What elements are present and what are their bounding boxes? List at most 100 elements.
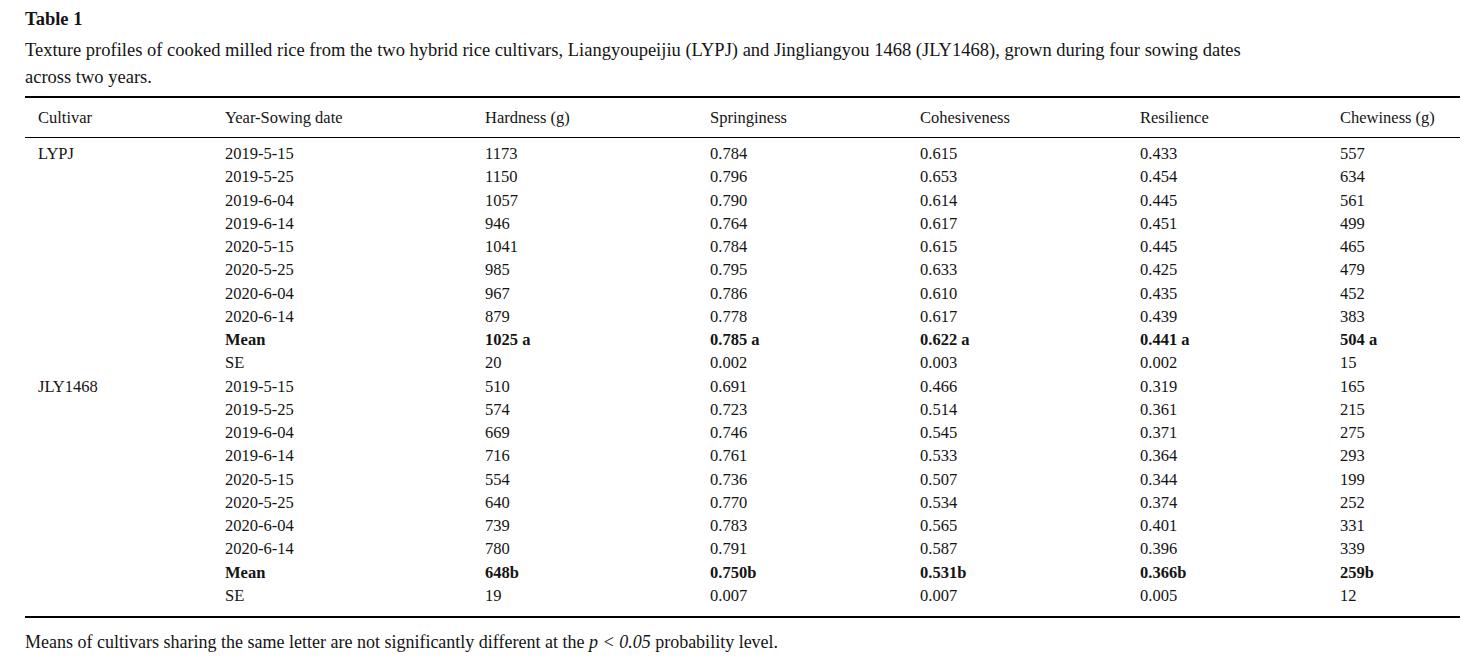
cell-value: 946 (485, 212, 710, 235)
cell-value: 0.445 (1140, 235, 1340, 258)
column-header-cultivar: Cultivar (25, 97, 225, 138)
table-row: Mean1025 a0.785 a0.622 a0.441 a504 a (25, 328, 1460, 351)
cell-cultivar: LYPJ (25, 138, 225, 166)
cell-value: 0.451 (1140, 212, 1340, 235)
cell-cultivar (25, 444, 225, 467)
cell-value: 0.653 (920, 165, 1140, 188)
cell-value: 465 (1340, 235, 1460, 258)
column-header-chewiness: Chewiness (g) (1340, 97, 1460, 138)
cell-value: 0.441 a (1140, 328, 1340, 351)
table-row: 2020-5-256400.7700.5340.374252 (25, 491, 1460, 514)
cell-value: 0.795 (710, 258, 920, 281)
cell-value: 0.374 (1140, 491, 1340, 514)
cell-cultivar (25, 235, 225, 258)
cell-value: 0.791 (710, 537, 920, 560)
cell-cultivar (25, 537, 225, 560)
table-label: Table 1 (25, 8, 1460, 30)
cell-value: 0.364 (1140, 444, 1340, 467)
cell-value: 293 (1340, 444, 1460, 467)
cell-value: 0.784 (710, 235, 920, 258)
table-row: 2020-5-155540.7360.5070.344199 (25, 468, 1460, 491)
cell-value: 0.770 (710, 491, 920, 514)
cell-row-label: 2019-6-04 (225, 189, 485, 212)
cell-value: 275 (1340, 421, 1460, 444)
cell-value: 1057 (485, 189, 710, 212)
table-row: 2019-6-149460.7640.6170.451499 (25, 212, 1460, 235)
cell-cultivar (25, 491, 225, 514)
cell-value: 12 (1340, 584, 1460, 617)
cell-value: 0.545 (920, 421, 1140, 444)
cell-value: 0.565 (920, 514, 1140, 537)
cell-value: 0.761 (710, 444, 920, 467)
cell-value: 0.784 (710, 138, 920, 166)
cell-value: 0.614 (920, 189, 1140, 212)
cell-row-label: SE (225, 351, 485, 374)
cell-cultivar (25, 584, 225, 617)
cell-value: 0.736 (710, 468, 920, 491)
caption-line-1: Texture profiles of cooked milled rice f… (25, 37, 1460, 64)
table-row: SE190.0070.0070.00512 (25, 584, 1460, 617)
cell-value: 0.750b (710, 561, 920, 584)
cell-cultivar (25, 212, 225, 235)
table-footnote: Means of cultivars sharing the same lett… (25, 629, 1460, 655)
cell-value: 0.514 (920, 398, 1140, 421)
cell-row-label: 2020-6-04 (225, 514, 485, 537)
table-row: 2019-6-147160.7610.5330.364293 (25, 444, 1460, 467)
table-row: 2020-6-148790.7780.6170.439383 (25, 305, 1460, 328)
cell-value: 339 (1340, 537, 1460, 560)
column-header-cohesiveness: Cohesiveness (920, 97, 1140, 138)
cell-value: 557 (1340, 138, 1460, 166)
cell-value: 0.433 (1140, 138, 1340, 166)
table-header: Cultivar Year-Sowing date Hardness (g) S… (25, 97, 1460, 138)
footnote-text-suffix: probability level. (651, 632, 778, 652)
cell-value: 0.002 (1140, 351, 1340, 374)
cell-cultivar (25, 398, 225, 421)
cell-value: 0.622 a (920, 328, 1140, 351)
cell-value: 0.785 a (710, 328, 920, 351)
cell-value: 0.790 (710, 189, 920, 212)
cell-value: 0.401 (1140, 514, 1340, 537)
cell-row-label: 2020-5-25 (225, 491, 485, 514)
cell-cultivar (25, 189, 225, 212)
table-row: JLY14682019-5-155100.6910.4660.319165 (25, 375, 1460, 398)
cell-value: 0.533 (920, 444, 1140, 467)
cell-value: 0.617 (920, 212, 1140, 235)
cell-value: 499 (1340, 212, 1460, 235)
column-header-resilience: Resilience (1140, 97, 1340, 138)
cell-value: 259b (1340, 561, 1460, 584)
cell-value: 0.445 (1140, 189, 1340, 212)
cell-cultivar: JLY1468 (25, 375, 225, 398)
cell-value: 1173 (485, 138, 710, 166)
cell-value: 165 (1340, 375, 1460, 398)
footnote-text-prefix: Means of cultivars sharing the same lett… (25, 632, 589, 652)
cell-value: 780 (485, 537, 710, 560)
cell-value: 0.007 (710, 584, 920, 617)
cell-row-label: 2019-5-25 (225, 165, 485, 188)
cell-value: 0.796 (710, 165, 920, 188)
cell-value: 554 (485, 468, 710, 491)
table-body: LYPJ2019-5-1511730.7840.6150.4335572019-… (25, 138, 1460, 618)
table-row: 2019-5-2511500.7960.6530.454634 (25, 165, 1460, 188)
cell-value: 0.396 (1140, 537, 1340, 560)
table-row: 2020-6-047390.7830.5650.401331 (25, 514, 1460, 537)
cell-value: 479 (1340, 258, 1460, 281)
paper-table-page: Table 1 Texture profiles of cooked mille… (0, 0, 1484, 671)
cell-value: 0.002 (710, 351, 920, 374)
cell-value: 574 (485, 398, 710, 421)
cell-row-label: Mean (225, 328, 485, 351)
cell-value: 0.633 (920, 258, 1140, 281)
cell-value: 0.691 (710, 375, 920, 398)
cell-value: 0.783 (710, 514, 920, 537)
cell-value: 383 (1340, 305, 1460, 328)
cell-value: 0.587 (920, 537, 1140, 560)
cell-value: 452 (1340, 282, 1460, 305)
cell-value: 669 (485, 421, 710, 444)
table-row: 2020-6-049670.7860.6100.435452 (25, 282, 1460, 305)
cell-cultivar (25, 514, 225, 537)
cell-value: 0.319 (1140, 375, 1340, 398)
cell-cultivar (25, 328, 225, 351)
cell-value: 0.005 (1140, 584, 1340, 617)
footnote-p-value: p < 0.05 (589, 632, 651, 652)
cell-row-label: 2020-6-14 (225, 305, 485, 328)
cell-cultivar (25, 258, 225, 281)
